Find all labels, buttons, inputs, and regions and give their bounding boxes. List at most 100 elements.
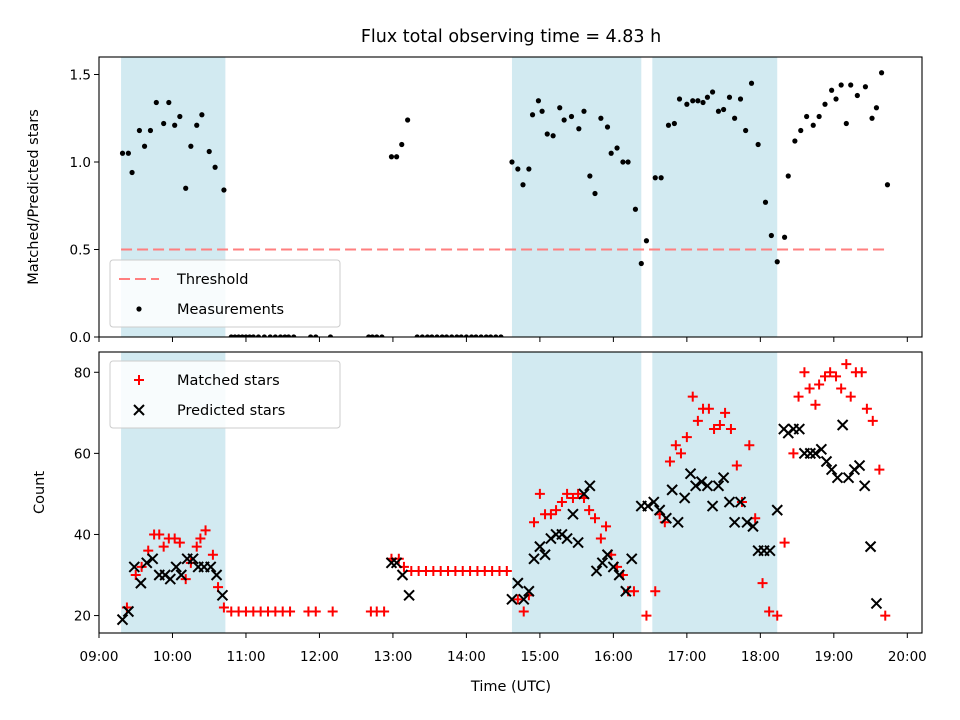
matched-star-point: [810, 399, 821, 410]
measurement-point: [873, 105, 880, 111]
measurement-point: [255, 334, 262, 337]
predicted-star-point: [187, 553, 199, 565]
matched-star-point: [845, 391, 856, 402]
chart-title: Flux total observing time = 4.83 h: [361, 27, 661, 47]
measurement-point: [183, 185, 189, 191]
measurement-point: [129, 169, 135, 176]
measurement-point: [327, 334, 334, 337]
predicted-star-point: [678, 492, 691, 504]
matched-star-point: [820, 371, 831, 382]
matched-star-point: [831, 371, 842, 382]
matched-star-point: [681, 432, 692, 443]
measurement-point: [449, 334, 455, 337]
predicted-star-point: [747, 520, 759, 533]
matched-star-point: [779, 537, 790, 548]
measurement-point: [854, 92, 860, 99]
measurement-point: [394, 154, 400, 160]
measurement-point: [604, 124, 611, 130]
y-tick-label: 0.0: [70, 330, 91, 346]
measurement-point: [369, 334, 375, 337]
measurement-point: [212, 164, 218, 170]
matched-star-point: [650, 586, 661, 597]
matched-star-point: [799, 367, 810, 378]
x-tick-label: 19:00: [814, 649, 853, 665]
matched-star-point: [501, 565, 512, 576]
matched-star-point: [841, 359, 852, 370]
predicted-star-point: [706, 500, 719, 512]
measurement-point: [285, 334, 292, 337]
measurement-point: [439, 334, 445, 337]
predicted-star-point: [666, 484, 678, 496]
measurement-point: [643, 238, 650, 244]
predicted-star-point: [512, 577, 524, 589]
measurement-point: [166, 99, 172, 106]
measurement-point: [638, 260, 644, 267]
measurement-point: [161, 120, 167, 127]
predicted-star-point: [204, 561, 217, 573]
measurement-point: [277, 334, 284, 337]
predicted-star-point: [613, 569, 625, 581]
matched-star-point: [584, 505, 595, 516]
measurement-point: [576, 126, 582, 132]
measurement-point: [838, 82, 844, 88]
measurement-point: [732, 115, 738, 121]
measurement-point: [726, 94, 733, 100]
measurement-point: [862, 84, 869, 90]
predicted-star-point: [534, 540, 546, 553]
measurement-point: [388, 154, 395, 160]
measurement-point: [587, 173, 593, 179]
predicted-star-point: [175, 569, 188, 581]
matched-star-point: [174, 537, 185, 548]
matched-star-point: [744, 440, 755, 451]
matched-star-point: [200, 525, 211, 536]
predicted-star-point: [528, 553, 540, 565]
predicted-star-point: [864, 540, 877, 553]
predicted-star-point: [626, 553, 638, 565]
matched-star-point: [327, 606, 338, 617]
predicted-star-point: [831, 471, 844, 484]
measurement-point: [291, 334, 297, 337]
measurement-point: [614, 145, 620, 151]
matched-star-point: [836, 383, 847, 394]
measurement-point: [884, 182, 891, 188]
matched-star-point: [641, 610, 652, 621]
measurement-point: [468, 334, 475, 337]
measurement-point: [690, 98, 696, 104]
measurement-point: [473, 334, 479, 337]
measurement-point: [785, 173, 791, 179]
matched-star-point: [195, 533, 206, 544]
matched-star-point: [169, 533, 180, 544]
measurement-point: [206, 148, 212, 155]
legend: Threshold Measurements: [109, 259, 341, 328]
observing-window: [511, 352, 642, 633]
measurement-point: [454, 334, 460, 337]
measurement-point: [267, 334, 273, 337]
matched-star-point: [590, 513, 601, 524]
measurement-point: [488, 334, 494, 337]
axes-frame: [98, 56, 923, 338]
matched-star-point: [788, 448, 799, 459]
matched-star-point: [154, 529, 165, 540]
legend-measurement-swatch: [136, 306, 142, 312]
matched-star-point: [567, 492, 578, 503]
y-tick-label: 40: [74, 527, 91, 543]
matched-star-point: [814, 379, 825, 390]
matched-star-point: [664, 456, 675, 467]
measurement-point: [443, 334, 450, 337]
predicted-star-point: [701, 480, 714, 492]
matched-star-point: [825, 367, 836, 378]
data-layer: [116, 359, 891, 626]
measurement-point: [483, 334, 489, 337]
matched-star-point: [675, 448, 686, 459]
predicted-star-point: [858, 480, 871, 492]
predicted-star-point: [689, 480, 702, 492]
measurement-point: [561, 117, 567, 123]
measurement-point: [743, 127, 749, 134]
panel-top-ratio: 0.0 0.5 1.0 1.5 Matched/Predicted stars Thres…: [26, 56, 923, 346]
predicted-star-point: [653, 504, 666, 516]
measurement-point: [804, 113, 810, 120]
observing-window: [511, 57, 642, 337]
measurement-point: [429, 334, 435, 337]
measurement-point: [676, 96, 683, 102]
measurement-point: [526, 166, 532, 172]
